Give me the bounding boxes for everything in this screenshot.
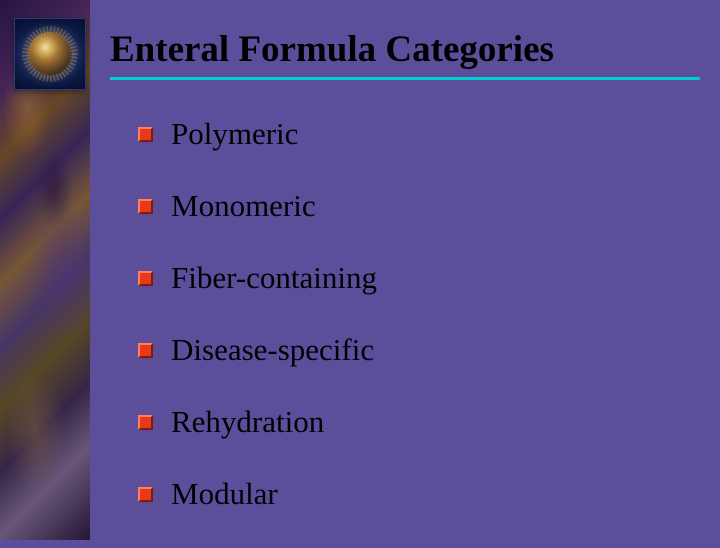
bullet-square-icon [138, 199, 153, 214]
bullet-square-icon [138, 487, 153, 502]
list-item: Fiber-containing [138, 260, 700, 296]
bullet-list: Polymeric Monomeric Fiber-containing Dis… [110, 116, 700, 512]
list-item: Rehydration [138, 404, 700, 440]
bullet-label: Disease-specific [171, 332, 374, 368]
bullet-square-icon [138, 343, 153, 358]
bullet-square-icon [138, 271, 153, 286]
slide-title: Enteral Formula Categories [110, 28, 700, 71]
logo-emblem [14, 18, 86, 90]
bullet-label: Monomeric [171, 188, 316, 224]
bullet-label: Fiber-containing [171, 260, 377, 296]
list-item: Modular [138, 476, 700, 512]
list-item: Polymeric [138, 116, 700, 152]
bullet-label: Modular [171, 476, 278, 512]
list-item: Disease-specific [138, 332, 700, 368]
list-item: Monomeric [138, 188, 700, 224]
bullet-square-icon [138, 127, 153, 142]
bullet-label: Polymeric [171, 116, 298, 152]
bullet-square-icon [138, 415, 153, 430]
slide-content: Enteral Formula Categories Polymeric Mon… [110, 28, 700, 548]
title-underline [110, 77, 700, 80]
bullet-label: Rehydration [171, 404, 324, 440]
